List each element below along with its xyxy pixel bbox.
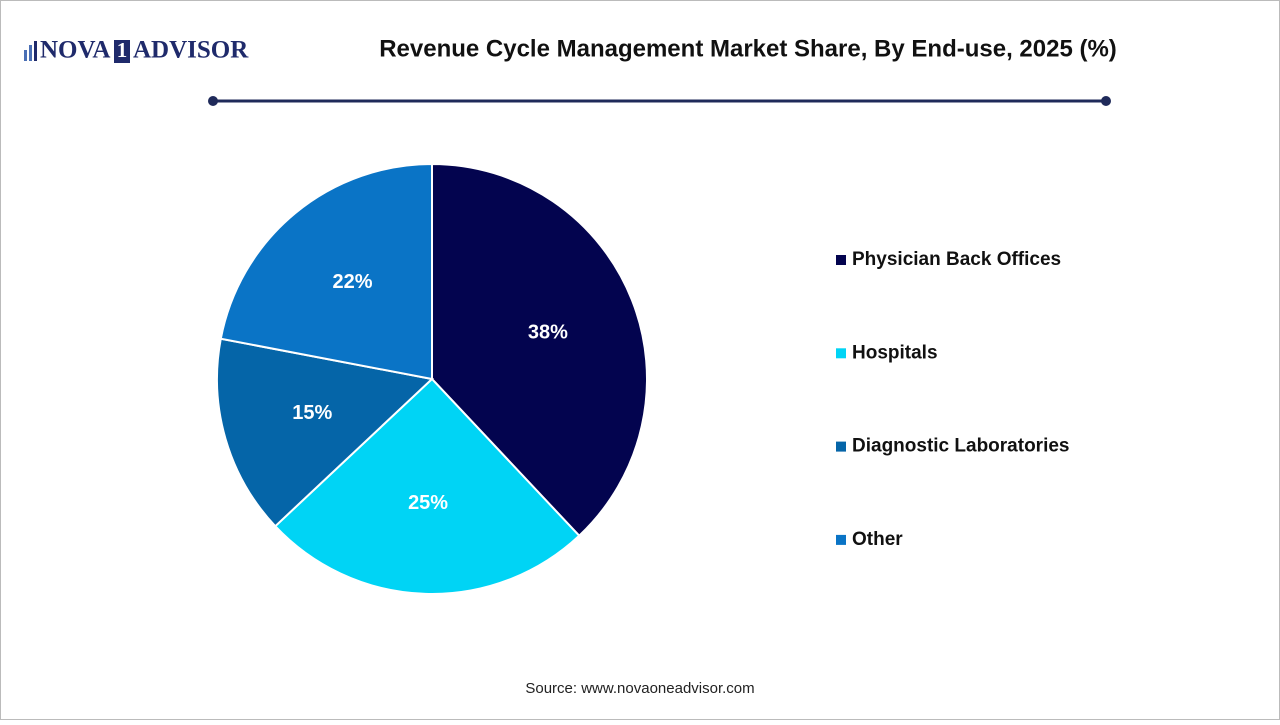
legend-label: Diagnostic Laboratories (852, 436, 1070, 457)
logo-bar (34, 41, 37, 61)
data-label: 25% (408, 492, 448, 514)
source: Source: www.novaoneadvisor.com (525, 680, 754, 697)
legend-label: Other (852, 529, 903, 550)
logo-text: 1 (117, 38, 128, 62)
logo-text: NOVA (40, 37, 110, 64)
legend-swatch (836, 348, 846, 359)
legend-swatch (836, 255, 846, 265)
legend-label: Physician Back Offices (852, 249, 1061, 270)
data-label: 15% (292, 402, 332, 424)
legend-swatch (836, 534, 846, 545)
rule-dot (208, 96, 218, 106)
pie-slice (431, 162, 648, 538)
pie-slice (219, 162, 433, 381)
chart-title: Revenue Cycle Management Market Share, B… (379, 35, 1117, 62)
logo-bar (29, 45, 32, 61)
pie-slice (273, 377, 581, 595)
logo-text: ADVISOR (133, 37, 249, 64)
rule-dot (1101, 96, 1111, 106)
legend-swatch (836, 441, 846, 452)
data-label: 22% (332, 271, 372, 293)
logo: NOVA 1 ADVISOR (24, 37, 249, 64)
legend-label: Hospitals (852, 342, 938, 363)
logo-box (114, 40, 130, 63)
pie-slice (216, 337, 435, 528)
logo-bar (24, 50, 27, 61)
data-label: 38% (528, 321, 568, 343)
